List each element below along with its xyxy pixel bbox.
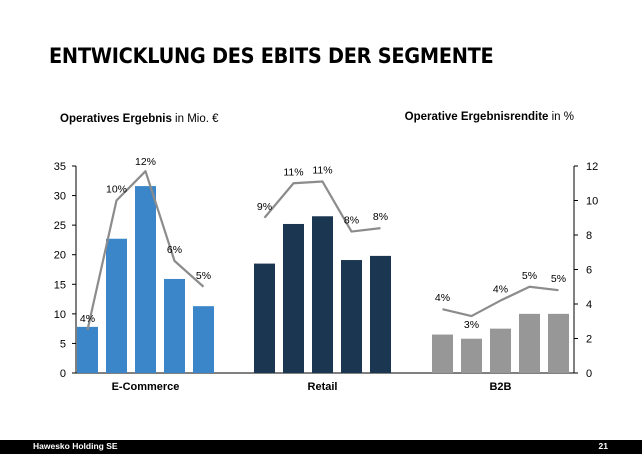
margin-line-retail [263, 180, 381, 233]
margin-data-label: 10% [106, 184, 127, 196]
margin-line-e-commerce [86, 170, 205, 331]
bar-b2b [548, 313, 569, 373]
left-axis-tick-label: 15 [54, 279, 66, 291]
margin-data-label: 11% [312, 165, 332, 177]
left-axis-title-unit: in Mio. € [171, 113, 219, 125]
left-axis-title-bold: Operatives Ergebnis [60, 113, 172, 125]
left-axis-tick-label: 30 [54, 191, 66, 203]
segment-ebit-chart: 0 5 10 15 20 25 30 35 0 2 4 6 8 10 12 4% 10% 12% 6% 5% E-Com… [54, 156, 599, 393]
bar-retail [370, 255, 391, 373]
left-axis-tick-label: 0 [60, 368, 66, 380]
bar-retail [341, 260, 362, 373]
margin-data-label: 4% [80, 313, 95, 325]
bar-retail [254, 263, 275, 373]
margin-data-label: 11% [283, 166, 303, 178]
right-axis-title: Operative Ergebnisrendite in % [405, 111, 574, 123]
right-axis-tick-label: 2 [586, 334, 592, 346]
right-axis-tick-label: 8 [586, 230, 592, 242]
left-axis-tick-label: 25 [54, 220, 66, 232]
left-axis-tick-label: 5 [60, 338, 66, 350]
left-axis-title: Operatives Ergebnis in Mio. € [60, 113, 219, 125]
footer-page-number: 21 [598, 441, 608, 451]
right-axis-title-unit: in % [548, 111, 574, 123]
margin-data-label: 6% [167, 244, 182, 256]
margin-data-label: 4% [435, 292, 450, 304]
category-label: Retail [308, 381, 338, 393]
bar-e-commerce [135, 186, 156, 373]
left-axis-tick-label: 10 [54, 309, 66, 321]
right-axis-tick-label: 12 [586, 161, 598, 173]
margin-data-label: 5% [522, 270, 537, 282]
bar-b2b [461, 338, 482, 373]
right-axis-title-bold: Operative Ergebnisrendite [404, 111, 549, 123]
left-axis-tick-label: 35 [54, 161, 66, 173]
bar-e-commerce [193, 306, 214, 373]
bar-e-commerce [77, 326, 98, 373]
category-label: E-Commerce [112, 381, 180, 393]
margin-data-label: 9% [257, 201, 272, 213]
footer-bar: Hawesko Holding SE 21 [0, 440, 642, 454]
margin-data-label: 4% [493, 284, 508, 296]
margin-data-label: 8% [344, 215, 359, 227]
margin-data-label: 3% [464, 319, 479, 331]
bar-retail [283, 223, 304, 373]
bar-b2b [490, 328, 511, 373]
bar-b2b [432, 334, 453, 373]
right-axis-tick-label: 0 [586, 368, 592, 380]
bar-e-commerce [106, 238, 127, 373]
margin-line-b2b [442, 285, 559, 318]
right-axis-tick-label: 6 [586, 265, 592, 277]
margin-data-label: 12% [135, 156, 156, 168]
slide-title: ENTWICKLUNG DES EBITS DER SEGMENTE [49, 44, 494, 68]
footer-company: Hawesko Holding SE [33, 441, 118, 451]
category-label: B2B [489, 381, 511, 393]
right-axis-tick-label: 10 [586, 196, 598, 208]
margin-data-label: 5% [196, 270, 211, 282]
margin-data-label: 5% [551, 273, 566, 285]
bar-e-commerce [164, 278, 185, 373]
right-axis-tick-label: 4 [586, 299, 592, 311]
bar-b2b [519, 313, 540, 373]
bar-retail [312, 216, 333, 373]
margin-data-label: 8% [373, 211, 388, 223]
left-axis-tick-label: 20 [54, 250, 66, 262]
